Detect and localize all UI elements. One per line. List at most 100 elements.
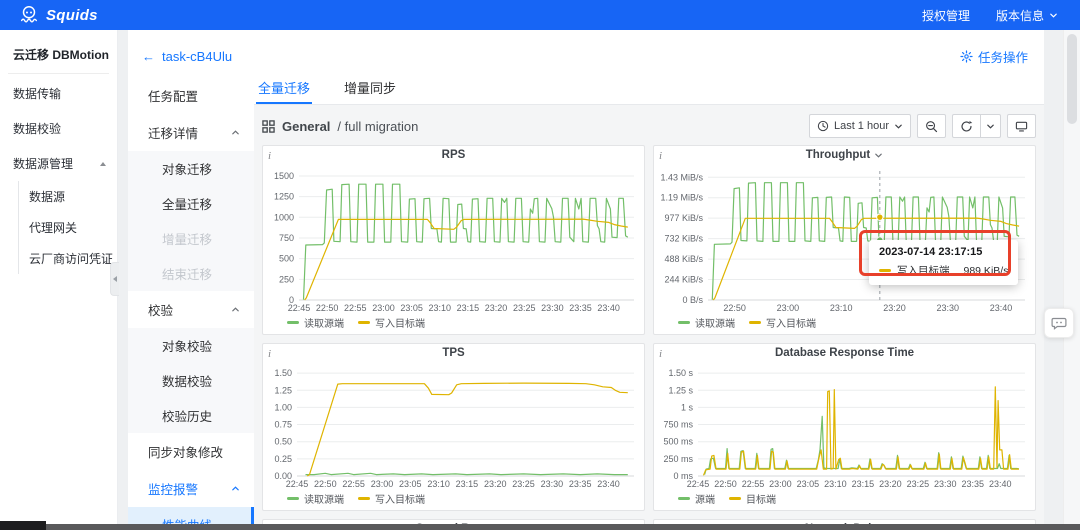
svg-text:23:20: 23:20 xyxy=(879,479,902,489)
legend-series-name: 读取源端 xyxy=(304,494,344,506)
chart-plot-area[interactable]: 0 ms 250 ms 500 ms 750 ms 1 s 1.25 s 1.50 s 22:… xyxy=(660,363,1029,490)
task-menu-subitem-对象校验[interactable]: 对象校验 xyxy=(162,340,213,354)
task-actions-button[interactable]: 任务操作 xyxy=(960,47,1028,66)
chart-plot-area[interactable]: 0.00 0.25 0.50 0.75 1.00 1.25 1.50 22:45 22:50 22… xyxy=(269,363,638,490)
svg-text:1.25: 1.25 xyxy=(274,385,292,395)
svg-text:22:50: 22:50 xyxy=(723,303,746,313)
chat-support-button[interactable] xyxy=(1044,308,1074,338)
task-menu-subitem-对象迁移[interactable]: 对象迁移 xyxy=(162,163,213,177)
vertical-scrollbar[interactable] xyxy=(1063,30,1080,530)
panel-rps: i RPS 0 250 500 750 1000 1250 1500 22:45 22:50 22:5… xyxy=(262,145,645,335)
svg-text:23:15: 23:15 xyxy=(456,479,479,489)
tab-0[interactable]: 全量迁移 xyxy=(256,73,313,104)
zoom-out-button[interactable] xyxy=(917,114,946,138)
sidebar-item-label: 数据传输 xyxy=(13,87,62,101)
brand-logo[interactable]: Squids xyxy=(18,4,98,26)
legend-item-目标端[interactable]: 目标端 xyxy=(729,491,776,506)
task-menu-subitem-全量迁移[interactable]: 全量迁移 xyxy=(162,198,213,212)
svg-text:1500: 1500 xyxy=(274,171,294,181)
task-actions-label: 任务操作 xyxy=(977,51,1028,65)
sidebar-item-label: 数据源管理 xyxy=(13,157,74,171)
sidebar-item-label: 数据校验 xyxy=(13,122,62,136)
chart-plot-area[interactable]: 0 B/s 244 KiB/s 488 KiB/s 732 KiB/s 977 KiB/… xyxy=(660,165,1029,314)
task-menu-group-4[interactable]: 监控报警 xyxy=(128,470,254,507)
scrollbar-thumb[interactable] xyxy=(1067,34,1077,124)
triangle-left-icon xyxy=(113,276,117,282)
task-menu-item-3[interactable]: 同步对象修改 xyxy=(148,446,224,460)
topbar-link-0[interactable]: 授权管理 xyxy=(922,7,970,24)
panel-database-response-time: i Database Response Time 0 ms 250 ms 500 ms 7… xyxy=(653,343,1036,511)
svg-text:250: 250 xyxy=(279,274,294,284)
legend-series-dash xyxy=(678,496,690,500)
svg-text:23:35: 23:35 xyxy=(569,303,592,313)
svg-text:22:55: 22:55 xyxy=(742,479,765,489)
chart-plot-area[interactable]: 0 250 500 750 1000 1250 1500 22:45 22:50 22:55 23:… xyxy=(269,165,638,314)
svg-text:22:45: 22:45 xyxy=(288,303,311,313)
clock-icon xyxy=(817,120,829,132)
legend-item-读取源端[interactable]: 读取源端 xyxy=(678,315,735,330)
chevron-down-icon xyxy=(1050,13,1057,18)
panel-header: i RPS xyxy=(268,149,638,165)
info-icon[interactable]: i xyxy=(268,348,272,360)
bottom-edge-strip xyxy=(0,524,1080,530)
task-menu: 任务配置 迁移详情 对象迁移 全量迁移 增量迁移 结束迁移 校验 对象校验 数据校验 校验历史 同步… xyxy=(128,73,254,530)
info-icon[interactable]: i xyxy=(268,150,272,162)
chart-legend: 读取源端 写入目标端 xyxy=(660,314,1029,330)
svg-text:23:20: 23:20 xyxy=(484,479,507,489)
legend-item-写入目标端[interactable]: 写入目标端 xyxy=(358,315,425,330)
task-menu-group-label: 监控报警 xyxy=(148,483,199,497)
svg-text:23:40: 23:40 xyxy=(990,303,1013,313)
svg-text:250 ms: 250 ms xyxy=(663,454,693,464)
legend-item-读取源端[interactable]: 读取源端 xyxy=(287,315,344,330)
task-menu-group-1[interactable]: 迁移详情 xyxy=(128,114,254,151)
task-menu-group-label: 迁移详情 xyxy=(148,127,199,141)
tab-bar: 全量迁移 增量同步 xyxy=(254,73,1044,105)
svg-text:244 KiB/s: 244 KiB/s xyxy=(664,275,703,285)
task-menu-group-2[interactable]: 校验 xyxy=(128,291,254,328)
panel-title[interactable]: RPS xyxy=(269,149,638,161)
tab-1[interactable]: 增量同步 xyxy=(344,81,397,96)
svg-text:23:40: 23:40 xyxy=(989,479,1012,489)
kiosk-mode-button[interactable] xyxy=(1007,114,1036,138)
info-icon[interactable]: i xyxy=(659,348,663,360)
legend-item-源端[interactable]: 源端 xyxy=(678,491,715,506)
svg-text:0.25: 0.25 xyxy=(274,454,292,464)
refresh-interval-dropdown[interactable] xyxy=(981,114,1001,138)
gear-icon xyxy=(960,50,973,63)
sidebar-subitem-1[interactable]: 代理网关 xyxy=(29,221,78,235)
monitor-icon xyxy=(1015,121,1028,132)
panel-title[interactable]: TPS xyxy=(269,347,638,359)
legend-series-name: 写入目标端 xyxy=(766,318,816,330)
sidebar-collapse-handle[interactable] xyxy=(110,262,119,296)
sidebar-item-1[interactable]: 数据校验 xyxy=(0,111,117,146)
info-icon[interactable]: i xyxy=(659,150,663,162)
task-menu-subitem-增量迁移: 增量迁移 xyxy=(162,233,213,247)
legend-item-写入目标端[interactable]: 写入目标端 xyxy=(358,491,425,506)
task-menu-item-0[interactable]: 任务配置 xyxy=(148,90,199,104)
sidebar-item-2[interactable]: 数据源管理 xyxy=(0,146,117,181)
task-menu-subitem-校验历史[interactable]: 校验历史 xyxy=(162,410,213,424)
panel-tps: i TPS 0.00 0.25 0.50 0.75 1.00 1.25 1.50 22:45 22:… xyxy=(262,343,645,511)
tooltip-value: 989 KiB/s xyxy=(963,264,1009,277)
svg-text:0.00: 0.00 xyxy=(274,471,292,481)
svg-text:732 KiB/s: 732 KiB/s xyxy=(664,234,703,244)
legend-series-name: 读取源端 xyxy=(695,318,735,330)
legend-item-写入目标端[interactable]: 写入目标端 xyxy=(749,315,816,330)
panel-title[interactable]: Database Response Time xyxy=(660,347,1029,359)
sidebar-subitem-0[interactable]: 数据源 xyxy=(29,190,66,204)
svg-text:22:50: 22:50 xyxy=(714,479,737,489)
svg-text:23:00: 23:00 xyxy=(777,303,800,313)
topbar-link-1[interactable]: 版本信息 xyxy=(996,7,1058,24)
sidebar-item-0[interactable]: 数据传输 xyxy=(0,76,117,111)
svg-text:23:00: 23:00 xyxy=(372,303,395,313)
sidebar-subitem-2[interactable]: 云厂商访问凭证 xyxy=(29,252,114,266)
breadcrumb-back-link[interactable]: ← task-cB4Ulu xyxy=(142,49,232,64)
task-menu-subitems: 对象校验数据校验校验历史 xyxy=(128,328,254,433)
svg-text:0 ms: 0 ms xyxy=(673,471,693,481)
panel-title[interactable]: Throughput xyxy=(660,149,1029,161)
time-range-picker[interactable]: Last 1 hour xyxy=(808,114,911,138)
legend-item-读取源端[interactable]: 读取源端 xyxy=(287,491,344,506)
task-menu-subitem-数据校验[interactable]: 数据校验 xyxy=(162,375,213,389)
svg-text:750 ms: 750 ms xyxy=(663,420,693,430)
refresh-button[interactable] xyxy=(952,114,981,138)
